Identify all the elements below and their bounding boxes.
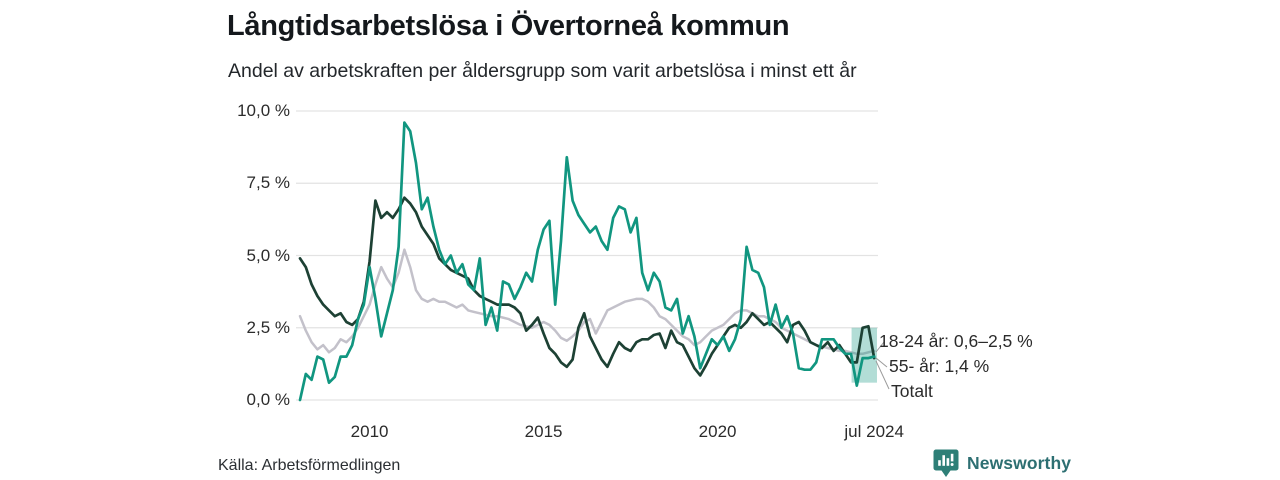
series-end-label: 18-24 år: 0,6–2,5 % xyxy=(879,331,1033,351)
chart-subtitle: Andel av arbetskraften per åldersgrupp s… xyxy=(228,60,857,82)
source-note: Källa: Arbetsförmedlingen xyxy=(218,457,401,474)
series-end-label: Totalt xyxy=(891,381,933,401)
y-axis-tick-label: 10,0 % xyxy=(237,101,290,120)
series-55-line xyxy=(298,196,876,377)
y-axis-tick-label: 0,0 % xyxy=(246,390,290,409)
series-end-label: 55- år: 1,4 % xyxy=(889,356,990,376)
x-axis-tick-label: 2010 xyxy=(350,422,389,441)
label-leader-lines xyxy=(875,341,890,390)
x-axis-tick-label: 2020 xyxy=(698,422,737,441)
gridlines xyxy=(296,110,878,401)
page-title: Långtidsarbetslösa i Övertorneå kommun xyxy=(227,10,790,42)
newsworthy-wordmark: Newsworthy xyxy=(967,453,1072,473)
series-18-24-line xyxy=(298,121,876,402)
x-axis-tick-label: 2015 xyxy=(524,422,563,441)
newsworthy-bar-chart-bubble-icon xyxy=(933,449,959,477)
newsworthy-logo: Newsworthy xyxy=(933,449,1071,478)
y-axis-tick-label: 5,0 % xyxy=(246,245,290,265)
y-axis-tick-label: 2,5 % xyxy=(246,317,290,337)
y-axis-tick-label: 7,5 % xyxy=(246,173,290,193)
x-axis-tick-label: jul 2024 xyxy=(844,422,904,441)
